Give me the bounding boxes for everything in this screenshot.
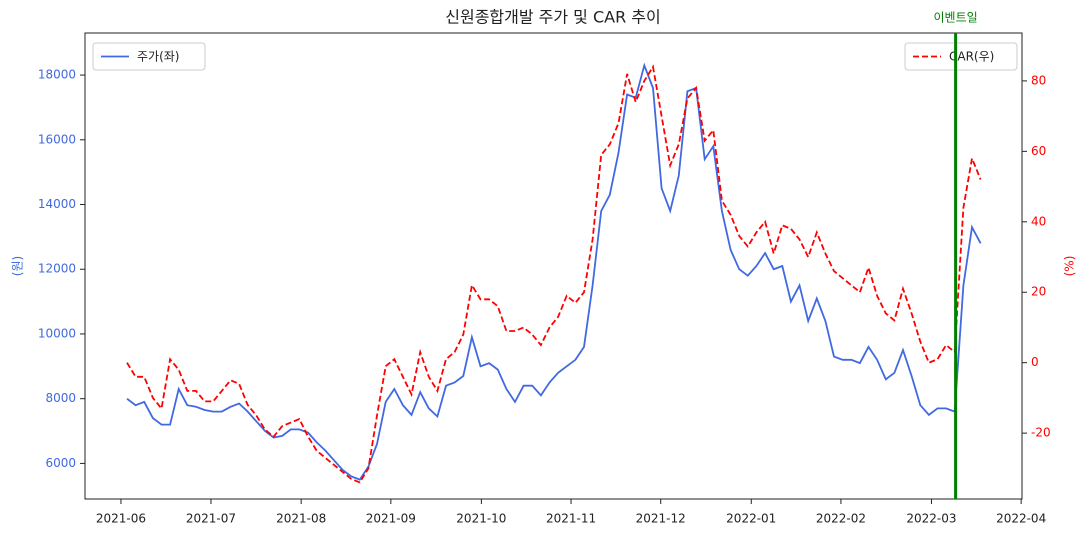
x-tick-label: 2021-08 (276, 512, 326, 526)
y-axis-label: (원) (11, 256, 25, 276)
y-tick-label: 18000 (38, 68, 76, 82)
y-tick-label: 6000 (45, 456, 76, 470)
y-tick-label: 12000 (38, 262, 76, 276)
legend-box (92, 42, 206, 71)
legend-label: CAR(우) (949, 50, 994, 64)
series-line (126, 62, 982, 481)
y2-tick-label: 40 (1031, 214, 1046, 228)
y-tick-label: 10000 (38, 326, 76, 340)
series-line (126, 64, 982, 484)
y2-tick-label: 0 (1031, 355, 1039, 369)
x-tick-label: 2021-09 (366, 512, 416, 526)
y-tick-label: 14000 (38, 197, 76, 211)
y-tick-label: 8000 (45, 391, 76, 405)
x-tick-label: 2021-12 (636, 512, 686, 526)
y2-tick-label: 20 (1031, 285, 1046, 299)
event-label: 이벤트일 (934, 11, 978, 25)
y2-tick-label: -20 (1031, 426, 1051, 440)
x-tick-label: 2022-03 (906, 512, 956, 526)
x-tick-label: 2021-06 (96, 512, 146, 526)
x-tick-label: 2021-11 (546, 512, 596, 526)
legend-label: 주가(좌) (137, 50, 179, 64)
x-tick-label: 2022-02 (816, 512, 866, 526)
y2-axis-label: (%) (1063, 256, 1077, 277)
y2-tick-label: 60 (1031, 144, 1046, 158)
x-tick-label: 2022-04 (996, 512, 1046, 526)
chart-title: 신원종합개발 주가 및 CAR 추이 (445, 8, 661, 27)
y-tick-label: 16000 (38, 132, 76, 146)
legend-box (904, 42, 1018, 71)
x-tick-label: 2021-07 (186, 512, 236, 526)
plot-frame (84, 32, 1023, 500)
x-tick-label: 2022-01 (726, 512, 776, 526)
x-tick-label: 2021-10 (456, 512, 506, 526)
y2-tick-label: 80 (1031, 73, 1046, 87)
